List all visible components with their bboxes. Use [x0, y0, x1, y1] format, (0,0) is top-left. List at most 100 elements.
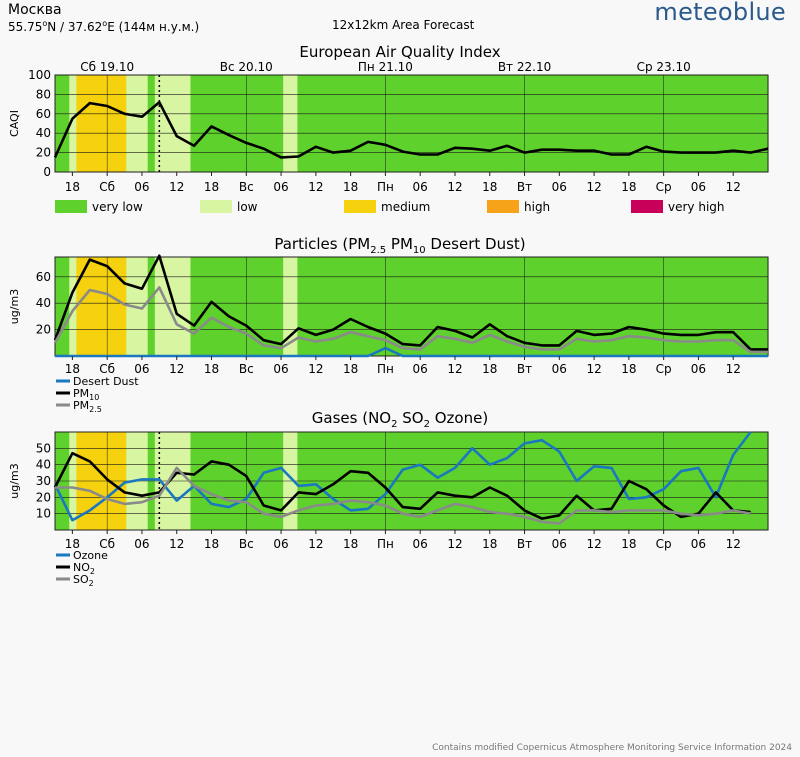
aqi-band [361, 257, 370, 356]
x-tick-label: 06 [134, 362, 149, 376]
footer-attribution: Contains modified Copernicus Atmosphere … [432, 743, 792, 753]
x-tick-label: 06 [691, 537, 706, 551]
legend-label: PM2.5 [73, 399, 102, 414]
x-tick-label: 18 [343, 362, 358, 376]
aqi-band [375, 75, 384, 172]
aqi-band [119, 75, 127, 172]
aqi-band [340, 75, 348, 172]
x-tick-label: 18 [343, 537, 358, 551]
chart-title-particles: Particles (PM2.5 PM10 Desert Dust) [274, 235, 525, 256]
aqi-band [497, 75, 505, 172]
aqi-band [311, 257, 320, 356]
aqi-band [354, 75, 363, 172]
x-tick-label: Сб [99, 537, 115, 551]
aqi-band [689, 257, 698, 356]
aqi-band [596, 75, 605, 172]
aqi-band [297, 75, 306, 172]
series-line-desertdust [55, 346, 768, 358]
aqi-band [283, 257, 291, 356]
aqi-band [169, 75, 177, 172]
x-tick-label: 18 [621, 537, 636, 551]
x-tick-label: Сб [99, 362, 115, 376]
x-tick-label: 06 [134, 537, 149, 551]
aqi-band [161, 257, 170, 356]
aqi-band [561, 75, 569, 172]
aqi-band [668, 257, 676, 356]
aqi-band [112, 75, 120, 172]
aqi-band [62, 75, 70, 172]
x-tick-label: 12 [447, 537, 462, 551]
x-tick-label: 12 [586, 180, 601, 194]
y-tick-label: 30 [36, 474, 51, 488]
aqi-band [618, 75, 626, 172]
aqi-band [268, 75, 277, 172]
y-tick-label: 50 [36, 441, 51, 455]
aqi-band [276, 75, 284, 172]
y-axis-label: ug/m3 [8, 289, 21, 324]
aqi-band [718, 75, 726, 172]
aqi-band [140, 75, 149, 172]
aqi-band [226, 257, 234, 356]
x-tick-label: 18 [343, 180, 358, 194]
day-label: Ср 23.10 [637, 60, 691, 74]
aqi-band [710, 257, 719, 356]
aqi-band [218, 257, 227, 356]
aqi-band [397, 257, 405, 356]
x-tick-label: Вс [239, 180, 254, 194]
aqi-band [211, 75, 220, 172]
aqi-band [97, 257, 106, 356]
aqi-band [404, 257, 413, 356]
x-tick-label: 12 [447, 362, 462, 376]
aqi-band [325, 257, 334, 356]
aqi-band [511, 75, 520, 172]
coordinates: 55.75oN / 37.62oE (144м н.у.м.) [8, 19, 200, 34]
x-tick-label: 06 [273, 537, 288, 551]
aqi-band [390, 75, 398, 172]
aqi-band [83, 257, 92, 356]
aqi-band [618, 257, 626, 356]
aqi-band [497, 257, 505, 356]
y-tick-label: 20 [36, 323, 51, 337]
aqi-band [411, 257, 420, 356]
aqi-band [511, 257, 520, 356]
aqi-band [233, 75, 241, 172]
x-tick-label: 12 [586, 537, 601, 551]
aqi-band [233, 257, 241, 356]
aqi-band [760, 257, 769, 356]
aqi-band [532, 75, 541, 172]
aqi-band [739, 75, 748, 172]
aqi-band [546, 257, 555, 356]
aqi-band [604, 257, 612, 356]
x-tick-label: 18 [482, 180, 497, 194]
x-tick-label: 18 [65, 362, 80, 376]
x-tick-label: 18 [621, 362, 636, 376]
day-label: Сб 19.10 [80, 60, 134, 74]
aqi-band [546, 75, 555, 172]
aqi-band [447, 75, 455, 172]
series-line-caqi [53, 100, 769, 159]
aqi-band [447, 257, 455, 356]
aqi-band [703, 75, 712, 172]
aqi-band [147, 257, 156, 356]
aqi-band [682, 257, 691, 356]
aqi-band [482, 257, 491, 356]
aqi-band [375, 257, 384, 356]
aqi-band [518, 75, 527, 172]
aqi-band [525, 257, 534, 356]
aqi-band [361, 75, 370, 172]
x-tick-label: 12 [308, 180, 323, 194]
aqi-band [112, 257, 120, 356]
location-name: Москва [8, 2, 62, 18]
aqi-band [76, 75, 85, 172]
aqi-band [611, 257, 619, 356]
forecast-type: 12x12km Area Forecast [332, 18, 475, 32]
aqi-band [718, 257, 726, 356]
x-tick-label: 12 [169, 180, 184, 194]
x-tick-label: Вт [517, 537, 532, 551]
brand-logo[interactable]: meteoblue [654, 0, 786, 26]
aqi-band [325, 75, 334, 172]
aqi-band [689, 75, 698, 172]
legend-swatch [200, 200, 232, 213]
aqi-band [732, 257, 741, 356]
aqi-band [639, 75, 648, 172]
